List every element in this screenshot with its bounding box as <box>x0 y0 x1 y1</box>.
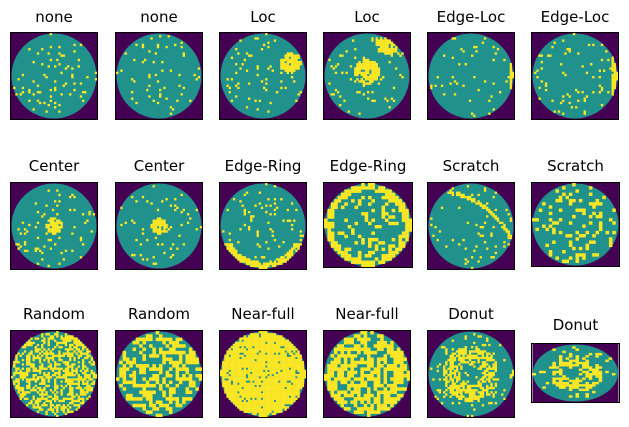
wafer-panel: none <box>115 8 203 120</box>
panel-title: Edge-Loc <box>540 8 610 26</box>
wafer-panel: Edge-Ring <box>219 157 307 270</box>
panel-title: Near-full <box>335 305 399 323</box>
wafer-panel: Center <box>115 157 203 270</box>
wafer-panel: Donut <box>531 305 620 403</box>
wafer-panel: Donut <box>427 305 515 418</box>
wafer-map <box>427 330 515 418</box>
wafer-panel: Center <box>10 157 98 270</box>
panel-title: Edge-Ring <box>224 157 302 175</box>
wafer-panel: Random <box>10 305 98 418</box>
wafer-panel: Near-full <box>323 305 411 418</box>
wafer-panel: Loc <box>323 8 411 120</box>
panel-title: Random <box>22 305 86 323</box>
panel-title: Loc <box>250 8 276 26</box>
panel-title: none <box>140 8 178 26</box>
wafer-map <box>10 330 98 418</box>
wafer-panel: Edge-Ring <box>323 157 413 268</box>
wafer-panel: Random <box>115 305 203 418</box>
panel-title: Loc <box>354 8 380 26</box>
wafer-map <box>323 32 411 120</box>
wafer-panel: Near-full <box>219 305 307 418</box>
wafer-map <box>115 32 203 120</box>
wafer-panel: Scratch <box>427 157 515 270</box>
wafer-map <box>531 182 620 267</box>
wafer-panel: Loc <box>219 8 307 120</box>
wafer-map <box>219 182 307 270</box>
wafer-panel: none <box>10 8 98 120</box>
wafer-map <box>219 32 307 120</box>
wafer-map <box>323 182 413 268</box>
wafer-map <box>10 182 98 270</box>
panel-title: Center <box>28 157 80 175</box>
panel-title: Scratch <box>442 157 500 175</box>
wafer-map <box>323 330 411 418</box>
panel-title: Edge-Loc <box>436 8 506 26</box>
wafer-map <box>531 32 619 120</box>
wafer-map <box>427 32 515 120</box>
panel-title: none <box>35 8 73 26</box>
panel-title: Donut <box>448 305 494 323</box>
wafer-map <box>115 330 203 418</box>
wafer-map <box>10 32 98 120</box>
panel-title: Near-full <box>231 305 295 323</box>
wafer-map <box>531 343 620 403</box>
panel-title: Scratch <box>547 157 604 175</box>
wafer-panel: Edge-Loc <box>531 8 619 120</box>
panel-title: Donut <box>552 316 599 334</box>
wafer-map <box>115 182 203 270</box>
wafer-map <box>219 330 307 418</box>
wafer-panel: Edge-Loc <box>427 8 515 120</box>
wafer-panel: Scratch <box>531 157 620 267</box>
wafer-map <box>427 182 515 270</box>
panel-title: Center <box>133 157 185 175</box>
panel-title: Random <box>127 305 191 323</box>
panel-title: Edge-Ring <box>329 157 407 175</box>
